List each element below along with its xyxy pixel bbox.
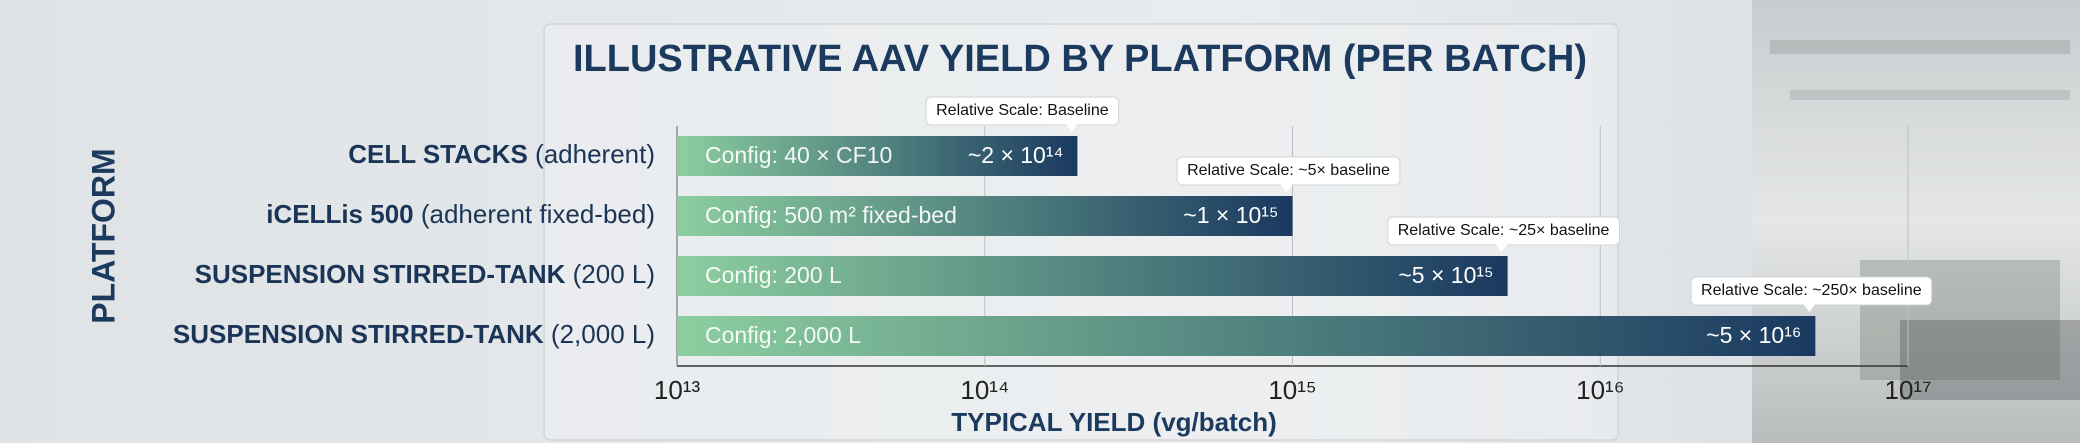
bar — [677, 256, 1508, 296]
x-tick-label: 10¹⁵ — [1268, 375, 1316, 405]
value-label: ~1 × 10¹⁵ — [1183, 202, 1278, 228]
annotation-text: Relative Scale: ~5× baseline — [1187, 162, 1390, 179]
x-axis-label: TYPICAL YIELD (vg/batch) — [951, 407, 1277, 437]
ceiling-light — [1790, 90, 2070, 100]
y-tick-label: SUSPENSION STIRRED-TANK (200 L) — [195, 259, 655, 289]
annotation: Relative Scale: Baseline — [925, 96, 1120, 132]
bar — [677, 316, 1816, 356]
annotation: Relative Scale: ~5× baseline — [1176, 156, 1401, 192]
bar-config-label: Config: 40 × CF10 — [705, 142, 892, 168]
y-axis-label: PLATFORM — [85, 148, 121, 323]
annotation: Relative Scale: ~250× baseline — [1690, 276, 1933, 312]
x-tick-label: 10¹⁶ — [1576, 375, 1624, 405]
desk — [1900, 320, 2080, 400]
office-photo — [1752, 0, 2080, 443]
bar-config-label: Config: 200 L — [705, 262, 842, 288]
annotation-pointer — [1280, 184, 1293, 192]
value-label: ~5 × 10¹⁶ — [1706, 322, 1801, 348]
annotation-pointer — [1065, 124, 1078, 132]
ceiling-light — [1770, 40, 2070, 54]
annotation-pointer — [1803, 304, 1816, 312]
x-tick-label: 10¹³ — [654, 375, 701, 405]
value-label: ~2 × 10¹⁴ — [968, 142, 1064, 168]
annotation-text: Relative Scale: ~250× baseline — [1701, 282, 1922, 299]
y-tick-label: CELL STACKS (adherent) — [348, 139, 655, 169]
x-tick-label: 10¹⁷ — [1885, 375, 1932, 405]
bar-config-label: Config: 2,000 L — [705, 322, 861, 348]
annotation-text: Relative Scale: ~25× baseline — [1398, 222, 1610, 239]
annotation-pointer — [1495, 244, 1508, 252]
bar — [677, 196, 1293, 236]
y-tick-label: SUSPENSION STIRRED-TANK (2,000 L) — [173, 319, 655, 349]
annotation: Relative Scale: ~25× baseline — [1387, 216, 1620, 252]
annotation-box — [925, 96, 1120, 126]
chart-title: ILLUSTRATIVE AAV YIELD BY PLATFORM (PER … — [573, 38, 1587, 80]
x-tick-label: 10¹⁴ — [960, 375, 1009, 405]
y-tick-label: iCELLis 500 (adherent fixed-bed) — [266, 199, 655, 229]
value-label: ~5 × 10¹⁵ — [1398, 262, 1493, 288]
annotation-text: Relative Scale: Baseline — [936, 102, 1109, 119]
bar-config-label: Config: 500 m² fixed-bed — [705, 202, 957, 228]
bar — [677, 136, 1078, 176]
